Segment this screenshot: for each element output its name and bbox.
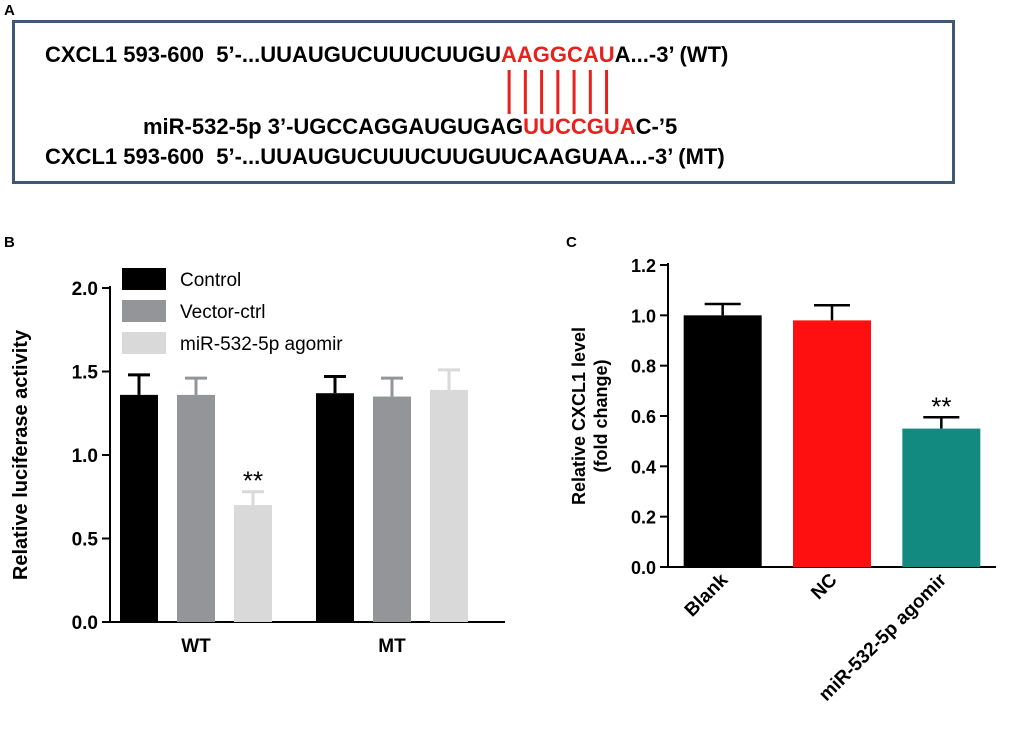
base-pair-lines	[507, 70, 609, 114]
bar	[234, 505, 272, 622]
y-tick-label: 1.0	[631, 306, 656, 326]
bar	[902, 428, 981, 567]
x-tick-label: MT	[378, 636, 406, 657]
legend-swatch	[122, 300, 166, 322]
mir-sequence-line: miR-532-5p 3’-UGCCAGGAUGUGAGUUCCGUAC-’5	[143, 115, 677, 139]
y-axis-label-line: (fold change)	[591, 360, 611, 473]
panel-a-letter: A	[4, 2, 15, 19]
bar	[430, 389, 468, 622]
legend-label: Control	[180, 270, 241, 291]
y-axis-label: Relative CXCL1 level (fold change)	[569, 327, 611, 505]
wt-sequence-line: CXCL1 593-600 5’-...UUAUGUCUUUCUUGUAAGGC…	[45, 43, 728, 67]
x-tick-label: WT	[181, 636, 211, 657]
x-tick-label: NC	[807, 569, 841, 603]
panel-b-letter: B	[4, 234, 15, 251]
mir-seed-site: UUCCGUA	[523, 114, 636, 139]
legend-label: Vector-ctrl	[180, 302, 266, 323]
y-tick-label: 1.2	[631, 256, 656, 276]
bar	[177, 394, 215, 622]
y-tick-label: 0.2	[631, 508, 656, 528]
legend-swatch	[122, 332, 166, 354]
x-tick-label: Blank	[681, 569, 733, 621]
y-tick-label: 1.0	[72, 446, 98, 467]
wt-gene-label: CXCL1 593-600	[45, 42, 204, 67]
significance-marker: **	[931, 391, 951, 421]
y-tick-label: 0.4	[631, 457, 656, 477]
y-tick-label: 0.5	[72, 530, 99, 551]
luciferase-chart: 0.0 0.5 1.0 1.5 2.0 Relative luciferase activ…	[10, 268, 505, 657]
cxcl1-level-chart: 0.0 0.2 0.4 0.6 0.8 1.0 1.2 Relative CXCL1 leve…	[569, 256, 996, 705]
mt-sequence-line: CXCL1 593-600 5’-...UUAUGUCUUUCUUGUUCAAG…	[45, 145, 725, 169]
y-axis-label-line: Relative CXCL1 level	[569, 327, 589, 505]
y-tick-label: 0.0	[72, 613, 98, 634]
mir-seq-suffix: C-’5	[635, 114, 678, 139]
bar	[683, 315, 762, 567]
wt-seq-suffix: A...-3’	[614, 42, 674, 67]
bar	[793, 320, 871, 567]
y-tick-label: 0.8	[631, 357, 656, 377]
bar	[120, 394, 158, 622]
significance-marker: **	[243, 466, 263, 496]
legend-swatch	[122, 268, 166, 290]
legend-label: miR-532-5p agomir	[180, 334, 343, 355]
wt-tag: (WT)	[679, 42, 729, 67]
mir-name-label: miR-532-5p	[143, 114, 262, 139]
sequence-alignment-box: CXCL1 593-600 5’-...UUAUGUCUUUCUUGUAAGGC…	[12, 20, 955, 184]
wt-seq-prefix: 5’-...UUAUGUCUUUCUUGU	[216, 42, 501, 67]
bar	[373, 396, 411, 622]
y-tick-label: 2.0	[72, 279, 98, 300]
mir-seq-prefix: 3’-UGCCAGGAUGUGAG	[267, 114, 524, 139]
y-tick-label: 1.5	[72, 363, 99, 384]
y-tick-label: 0.6	[631, 407, 656, 427]
panel-c-letter: C	[566, 234, 577, 251]
y-axis-label: Relative luciferase activity	[10, 329, 32, 580]
bar	[316, 393, 354, 622]
mt-gene-label: CXCL1 593-600	[45, 144, 204, 169]
mt-tag: (MT)	[678, 144, 725, 169]
mt-seq: 5’-...UUAUGUCUUUCUUGUUCAAGUAA...-3’	[216, 144, 673, 169]
y-tick-label: 0.0	[631, 558, 656, 578]
wt-seed-site: AAGGCAU	[501, 42, 615, 67]
